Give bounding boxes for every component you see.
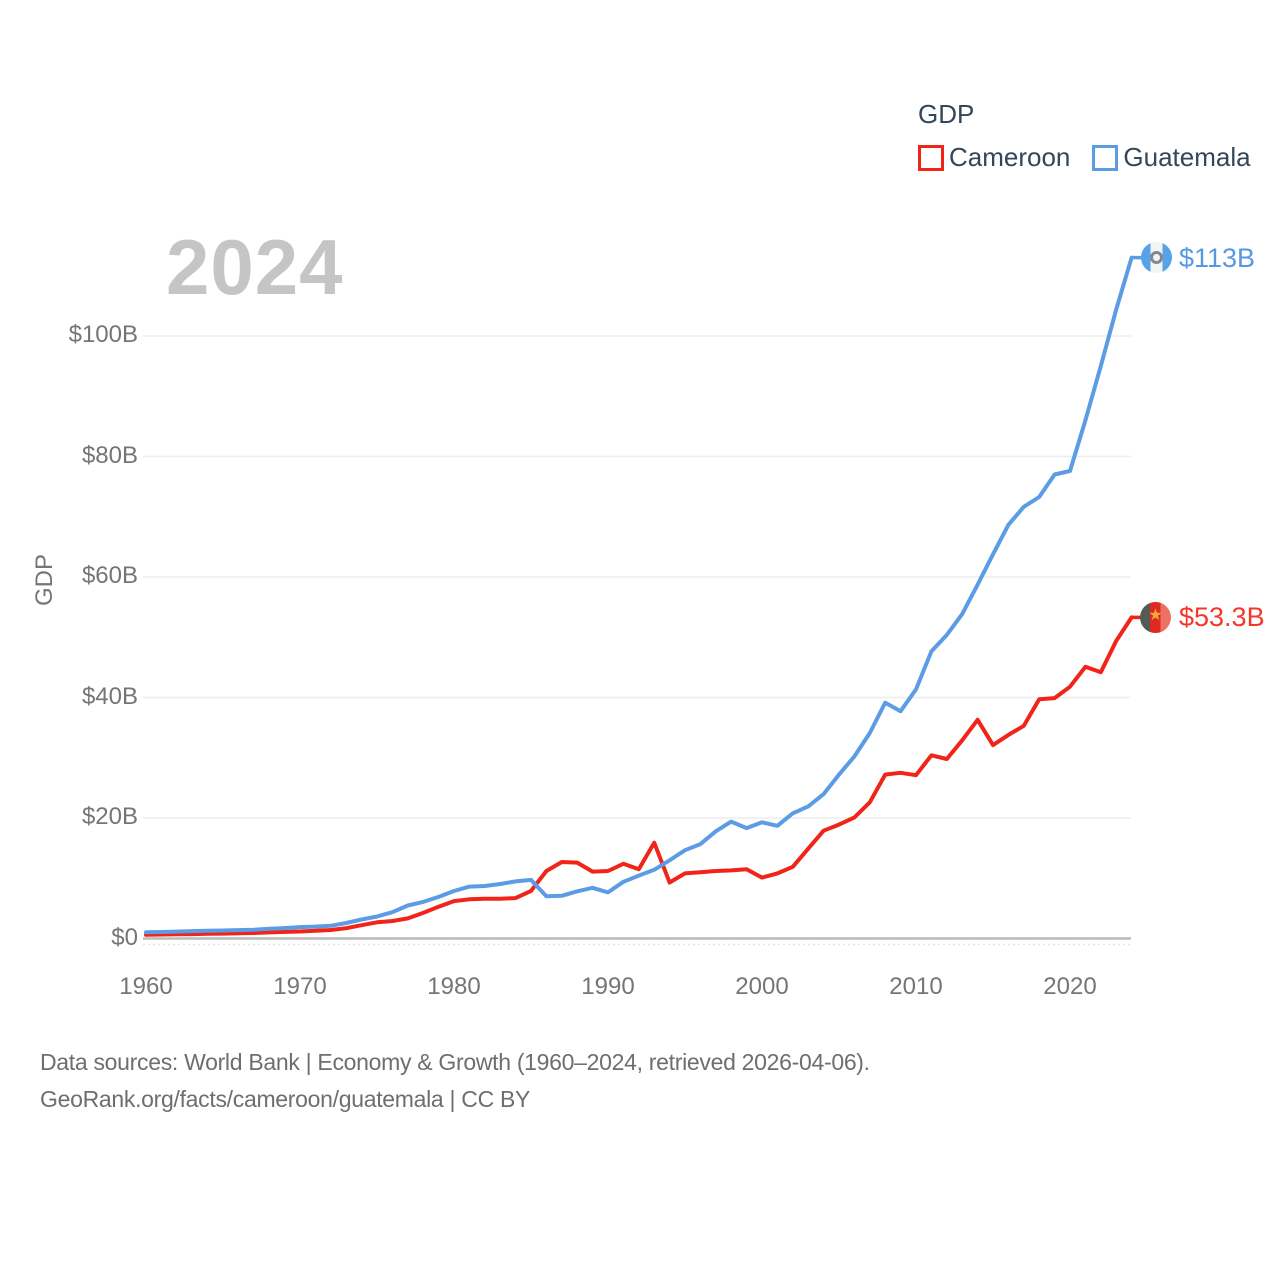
data-sources-line: Data sources: World Bank | Economy & Gro…	[40, 1049, 870, 1075]
y-tick-label: $20B	[81, 803, 138, 830]
cameroon-flag-icon: ★	[1140, 601, 1171, 633]
guatemala-emblem-icon	[1150, 251, 1163, 265]
x-tick-label: 2000	[735, 973, 789, 1000]
legend-label-guatemala: Guatemala	[1123, 142, 1251, 172]
attribution-line: GeoRank.org/facts/cameroon/guatemala | C…	[40, 1086, 531, 1112]
y-tick-label: $0	[111, 923, 138, 951]
cameroon-swatch-icon	[918, 144, 944, 171]
y-tick-label: $80B	[81, 441, 138, 469]
legend-item-cameroon[interactable]: Cameroon	[918, 142, 1070, 173]
y-axis-title: GDP	[31, 553, 58, 607]
x-tick-label: 1980	[427, 973, 481, 1000]
x-tick-label: 1970	[273, 973, 327, 1000]
x-tick-label: 2020	[1043, 973, 1097, 1000]
year-watermark: 2024	[166, 223, 344, 311]
cameroon-line[interactable]	[144, 615, 1134, 937]
x-tick-label: 2010	[889, 973, 943, 1000]
legend: Cameroon Guatemala	[918, 142, 1251, 173]
y-tick-label: $60B	[81, 562, 138, 589]
guatemala-end-value-label: $113B	[1179, 242, 1256, 273]
y-tick-label: $40B	[81, 682, 138, 710]
legend-item-guatemala[interactable]: Guatemala	[1092, 142, 1251, 173]
legend-label-cameroon: Cameroon	[949, 142, 1071, 172]
footer: Data sources: World Bank | Economy & Gro…	[40, 1044, 870, 1118]
cameroon-end-value-label: $53.3B	[1179, 602, 1265, 633]
guatemala-swatch-icon	[1092, 144, 1119, 171]
x-tick-label: 1960	[119, 973, 173, 1000]
guatemala-flag-icon	[1141, 242, 1172, 274]
star-icon: ★	[1148, 607, 1163, 625]
x-tick-label: 1990	[581, 973, 635, 1000]
guatemala-line[interactable]	[144, 255, 1134, 935]
legend-title: GDP	[918, 99, 975, 129]
gdp-line-chart	[143, 255, 1145, 946]
y-tick-label: $100B	[68, 321, 138, 348]
